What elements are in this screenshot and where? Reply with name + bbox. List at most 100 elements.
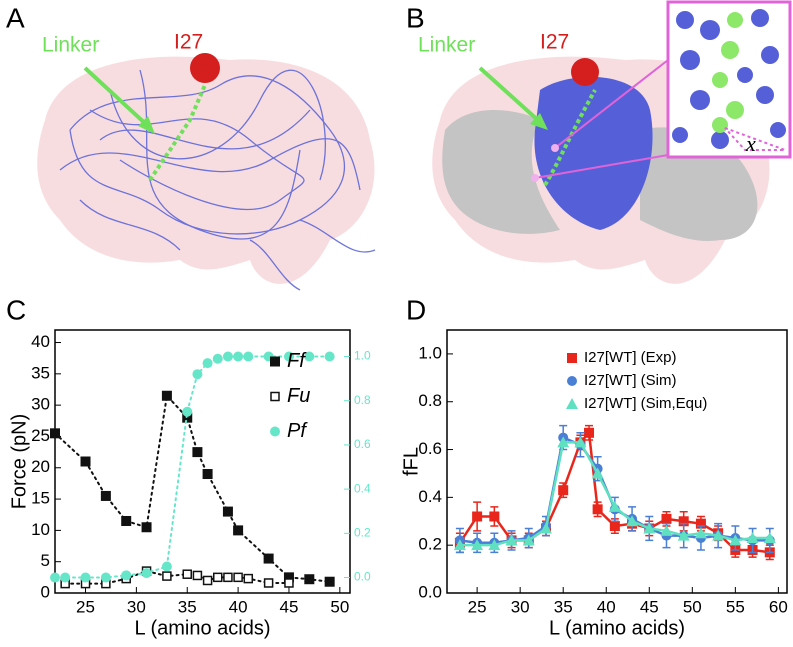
x-tick-label: 30 (511, 597, 530, 616)
marker (121, 515, 132, 526)
marker (678, 516, 689, 527)
plot-frame (54, 329, 351, 594)
marker (471, 539, 484, 551)
marker (677, 529, 690, 541)
series-line (54, 393, 331, 583)
y-axis-label: fFL (400, 447, 422, 476)
y-tick-label: 0 (41, 582, 50, 601)
marker (712, 529, 725, 541)
i27-label: I27 (540, 31, 569, 54)
x-tick-label: 35 (178, 597, 197, 616)
legend-label: Pf (287, 420, 308, 442)
marker (161, 390, 172, 401)
marker (222, 351, 233, 362)
structure-image-a (37, 53, 376, 291)
x-axis-label: L (amino acids) (135, 617, 271, 639)
legend-marker (567, 376, 577, 386)
marker (592, 504, 603, 515)
marker (608, 500, 621, 512)
y2-tick-label: 0.4 (354, 481, 371, 495)
marker (202, 358, 213, 369)
series-line (458, 429, 772, 554)
y-tick-label: 10 (31, 520, 50, 539)
marker (591, 467, 604, 479)
legend-marker (270, 426, 280, 437)
marker (694, 527, 707, 539)
marker (50, 572, 60, 583)
x-tick-label: 30 (127, 597, 146, 616)
marker (121, 570, 132, 581)
marker (584, 427, 595, 438)
y-tick-label: 5 (41, 551, 50, 570)
y-tick-label: 40 (31, 332, 50, 351)
marker (763, 532, 776, 544)
marker (574, 436, 587, 448)
marker (557, 436, 570, 448)
marker (643, 522, 656, 534)
y-tick-label: 0.2 (418, 535, 442, 554)
x-tick-label: 60 (769, 597, 788, 616)
marker (80, 456, 91, 467)
x-axis-label: L (amino acids) (549, 617, 685, 639)
marker (488, 539, 501, 551)
marker (472, 511, 483, 522)
marker (283, 351, 294, 362)
legend-marker (567, 353, 577, 363)
marker (283, 572, 294, 583)
y2-tick-label: 1.0 (354, 349, 371, 363)
marker (324, 576, 335, 587)
y2-tick-label: 0.2 (354, 525, 371, 539)
x-tick-label: 50 (683, 597, 702, 616)
marker (489, 511, 500, 522)
marker (100, 572, 111, 583)
marker (746, 532, 759, 544)
y-tick-label: 1.0 (418, 343, 442, 362)
marker (609, 521, 620, 532)
panel-label: C (6, 294, 26, 325)
marker (162, 571, 172, 581)
legend-marker (270, 356, 280, 367)
marker (100, 490, 111, 501)
marker (141, 522, 152, 533)
plot-frame (446, 329, 788, 594)
legend-label: I27[WT] (Sim,Equ) (584, 395, 707, 412)
marker (660, 524, 673, 536)
y-tick-label: 0.4 (418, 487, 442, 506)
marker (729, 534, 742, 546)
marker (243, 573, 254, 584)
panel-label: A (6, 2, 25, 33)
legend-marker (566, 398, 578, 409)
x-tick-label: 45 (280, 597, 299, 616)
marker (212, 353, 223, 364)
marker (161, 561, 172, 572)
marker (304, 351, 315, 362)
marker (661, 513, 672, 524)
legend-label: Ff (287, 350, 307, 372)
marker (192, 369, 203, 380)
marker (192, 570, 203, 581)
x-tick-label: 25 (468, 597, 487, 616)
marker (182, 406, 193, 417)
marker (233, 351, 244, 362)
panel-label: D (406, 294, 426, 325)
legend-label: I27[WT] (Exp) (584, 349, 677, 366)
marker (522, 534, 535, 546)
y2-tick-label: 0.0 (354, 570, 371, 584)
marker (695, 518, 706, 529)
x-tick-label: 25 (76, 597, 95, 616)
marker (263, 578, 274, 588)
marker (304, 574, 315, 585)
linker-label: Linker (418, 34, 475, 57)
marker (539, 522, 552, 534)
marker (626, 515, 639, 527)
marker (50, 428, 60, 439)
marker (263, 553, 274, 564)
y-tick-label: 0.6 (418, 439, 442, 458)
structure-image-b (432, 0, 792, 284)
distance-label: x (745, 131, 756, 156)
y-tick-label: 0.8 (418, 391, 442, 410)
marker (324, 351, 335, 362)
legend-label: Fu (287, 385, 310, 407)
y-tick-label: 30 (31, 395, 50, 414)
